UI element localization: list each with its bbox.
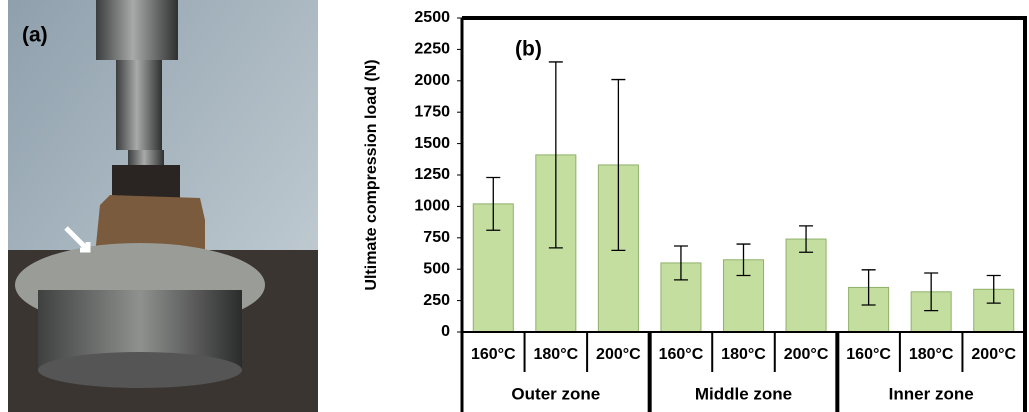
photo: (a) — [8, 0, 318, 412]
y-tick-label: 1500 — [414, 135, 450, 152]
chart: (b) Ultimate compression load (N) 0 250 50… — [363, 9, 1027, 412]
x-tick-label: 160°C — [846, 346, 891, 363]
error-bar — [673, 245, 688, 281]
error-bar — [861, 269, 876, 306]
photo-clamp — [96, 0, 178, 60]
x-tick-label: 200°C — [596, 346, 641, 363]
y-axis-label: Ultimate compression load (N) — [363, 59, 380, 290]
error-bar — [924, 272, 939, 312]
group-label: Middle zone — [695, 384, 792, 403]
y-tick-label: 750 — [423, 229, 450, 246]
error-bar — [611, 78, 626, 252]
y-tick-label: 250 — [423, 292, 450, 309]
x-tick-label: 180°C — [721, 346, 766, 363]
y-tick-label: 1750 — [414, 103, 450, 120]
x-tick-label: 180°C — [909, 346, 954, 363]
photo-shaft — [116, 60, 162, 150]
error-bar — [799, 225, 814, 253]
photo-arrow — [64, 226, 91, 253]
group-label: Inner zone — [889, 384, 974, 403]
group-label: Outer zone — [511, 384, 600, 403]
photo-label: (a) — [22, 24, 48, 47]
error-bar — [736, 243, 751, 277]
x-tick-label: 160°C — [471, 346, 516, 363]
y-tick-label: 1250 — [414, 166, 450, 183]
photo-cap — [112, 165, 180, 200]
x-tick-label: 180°C — [534, 346, 579, 363]
error-bar — [548, 61, 563, 249]
chart-annotation: (b) — [515, 38, 542, 61]
x-tick-label: 200°C — [971, 346, 1016, 363]
x-tick-label: 200°C — [784, 346, 829, 363]
y-tick-label: 0 — [441, 323, 450, 340]
y-tick-label: 2500 — [414, 9, 450, 26]
bar — [785, 238, 827, 333]
photo-base-bottom — [38, 352, 242, 388]
y-tick-label: 1000 — [414, 198, 450, 215]
x-tick-label: 160°C — [659, 346, 704, 363]
y-tick-label: 500 — [423, 260, 450, 277]
y-tick-label: 2250 — [414, 41, 450, 58]
error-bar — [986, 274, 1001, 304]
error-bar — [486, 176, 501, 231]
y-tick-label: 2000 — [414, 72, 450, 89]
